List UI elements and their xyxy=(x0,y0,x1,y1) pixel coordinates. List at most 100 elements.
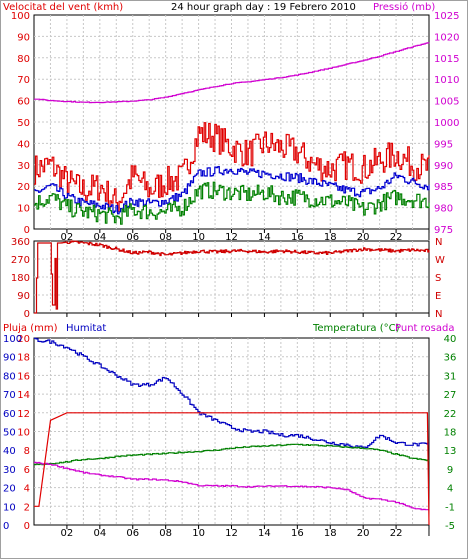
pressure-y-tick-label: 975 xyxy=(434,225,453,236)
wind-y-tick-label: 50 xyxy=(17,118,30,129)
direction-y-tick-label: 360 xyxy=(11,237,30,248)
temperature-line xyxy=(34,443,430,466)
rain-y-tick-label: 2 xyxy=(24,502,30,513)
pressure-line xyxy=(34,42,430,104)
rain-title: Pluja (mm) xyxy=(3,323,58,334)
humidity-x-tick-label: 12 xyxy=(225,528,238,539)
humidity-x-tick-label: 04 xyxy=(93,528,106,539)
dewpoint-title: Punt rosada xyxy=(395,323,455,334)
wind-y-tick-label: 40 xyxy=(17,139,30,150)
direction-y-tick-label: 180 xyxy=(11,273,30,284)
humidity-y-tick-label: 30 xyxy=(3,465,16,476)
temperature-y-tick-label: -5 xyxy=(445,521,455,532)
wind-y-tick-label: 30 xyxy=(17,161,30,172)
humidity-y-tick-label: 50 xyxy=(3,428,16,439)
humidity-x-tick-label: 10 xyxy=(192,528,205,539)
pressure-y-tick-label: 1025 xyxy=(434,11,459,22)
wind-speed-title: Velocitat del vent (kmh) xyxy=(3,2,124,13)
direction-y-tick-label: 270 xyxy=(11,255,30,266)
temperature-y-tick-label: 9 xyxy=(447,465,453,476)
pressure-y-tick-label: 980 xyxy=(434,204,453,215)
dewpoint-line xyxy=(34,461,430,511)
wind-y-tick-label: 80 xyxy=(17,54,30,65)
wind-x-tick-label: 18 xyxy=(324,232,337,243)
humidity-x-tick-label: 06 xyxy=(126,528,139,539)
wind-average-line xyxy=(34,166,430,215)
rain-y-tick-label: 0 xyxy=(24,521,30,532)
wind-y-tick-label: 20 xyxy=(17,182,30,193)
wind-x-tick-label: 16 xyxy=(291,232,304,243)
humidity-y-tick-label: 60 xyxy=(3,409,16,420)
rain-y-tick-label: 18 xyxy=(17,353,30,364)
wind-x-tick-label: 14 xyxy=(258,232,271,243)
temperature-y-tick-label: 31 xyxy=(444,371,457,382)
wind-y-tick-label: 100 xyxy=(11,11,30,22)
temperature-y-tick-label: 18 xyxy=(444,428,457,439)
temperature-y-tick-label: 40 xyxy=(444,334,457,345)
humidity-y-tick-label: 40 xyxy=(3,446,16,457)
temperature-y-tick-label: 4 xyxy=(447,484,453,495)
humidity-x-tick-label: 22 xyxy=(390,528,403,539)
direction-y-tick-label: 90 xyxy=(17,291,30,302)
wind-x-tick-label: I xyxy=(428,232,431,243)
wind-low-line xyxy=(34,181,430,225)
wind-x-tick-label: 22 xyxy=(390,232,403,243)
humidity-x-tick-label: I xyxy=(428,528,431,539)
temperature-y-tick-label: 22 xyxy=(444,409,457,420)
rain-y-tick-label: 14 xyxy=(17,390,30,401)
rain-y-tick-label: 20 xyxy=(17,334,30,345)
wind-y-tick-label: 10 xyxy=(17,204,30,215)
wind-x-tick-label: 04 xyxy=(93,232,106,243)
wind-y-tick-label: 60 xyxy=(17,97,30,108)
rain-y-tick-label: 16 xyxy=(17,371,30,382)
wind-direction-line xyxy=(34,240,430,314)
humidity-x-tick-label: 02 xyxy=(61,528,74,539)
rain-line xyxy=(34,412,430,526)
temperature-title: Temperatura (°C) xyxy=(313,323,400,334)
pressure-y-tick-label: 985 xyxy=(434,182,453,193)
wind-x-tick-label: 08 xyxy=(159,232,172,243)
wind-gust-line xyxy=(34,122,430,212)
compass-label: N xyxy=(435,309,442,320)
humidity-y-tick-label: 100 xyxy=(3,334,22,345)
temperature-y-tick-label: 36 xyxy=(444,353,457,364)
compass-label: W xyxy=(435,255,445,266)
rain-y-tick-label: 10 xyxy=(17,428,30,439)
humidity-y-tick-label: 80 xyxy=(3,371,16,382)
wind-x-tick-label: 02 xyxy=(61,232,74,243)
pressure-y-tick-label: 1020 xyxy=(434,32,459,43)
wind-y-tick-label: 0 xyxy=(24,225,30,236)
compass-label: E xyxy=(435,291,441,302)
wind-x-tick-label: 06 xyxy=(126,232,139,243)
wind-y-tick-label: 90 xyxy=(17,32,30,43)
wind-x-tick-label: 12 xyxy=(225,232,238,243)
pressure-y-tick-label: 995 xyxy=(434,139,453,150)
humidity-y-tick-label: 10 xyxy=(3,502,16,513)
graph-date-title: 24 hour graph day : 19 Febrero 2010 xyxy=(171,2,356,13)
compass-label: S xyxy=(435,273,441,284)
rain-y-tick-label: 12 xyxy=(17,409,30,420)
humidity-x-tick-label: 08 xyxy=(159,528,172,539)
pressure-y-tick-label: 1010 xyxy=(434,75,459,86)
humidity-y-tick-label: 0 xyxy=(3,521,9,532)
pressure-y-tick-label: 990 xyxy=(434,161,453,172)
temperature-y-tick-label: -1 xyxy=(445,502,455,513)
humidity-x-tick-label: 16 xyxy=(291,528,304,539)
temperature-y-tick-label: 27 xyxy=(444,390,457,401)
rain-y-tick-label: 6 xyxy=(24,465,30,476)
humidity-y-tick-label: 20 xyxy=(3,484,16,495)
pressure-y-tick-label: 1005 xyxy=(434,97,459,108)
humidity-title: Humitat xyxy=(66,323,107,334)
humidity-x-tick-label: 20 xyxy=(357,528,370,539)
rain-y-tick-label: 4 xyxy=(24,484,30,495)
pressure-y-tick-label: 1015 xyxy=(434,54,459,65)
humidity-x-tick-label: 14 xyxy=(258,528,271,539)
humidity-y-tick-label: 90 xyxy=(3,353,16,364)
wind-y-tick-label: 70 xyxy=(17,75,30,86)
direction-y-tick-label: 0 xyxy=(24,309,30,320)
pressure-y-tick-label: 1000 xyxy=(434,118,459,129)
temperature-y-tick-label: 13 xyxy=(444,446,457,457)
humidity-y-tick-label: 70 xyxy=(3,390,16,401)
